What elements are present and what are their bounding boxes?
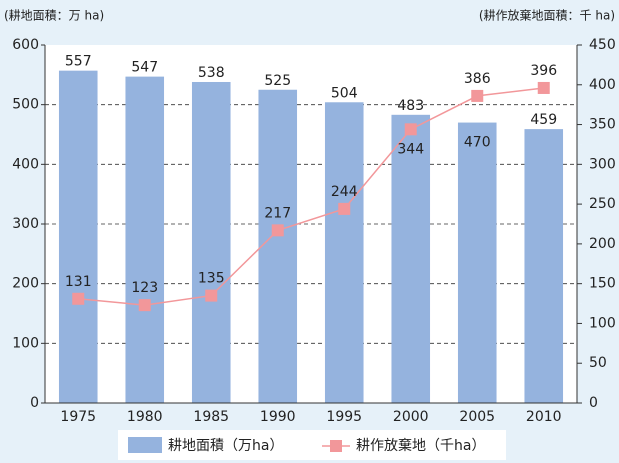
y-tick-label: 100 <box>12 335 39 351</box>
y2-tick-label: 50 <box>589 355 607 371</box>
marker <box>471 89 484 102</box>
y-axis-label: (耕地面積：万 ha) <box>4 8 104 23</box>
x-tick-label: 1990 <box>260 409 296 425</box>
y-tick-label: 200 <box>12 276 39 292</box>
bar-value-label: 483 <box>397 98 424 114</box>
legend-swatch <box>128 437 162 453</box>
y2-axis-label: (耕作放棄地面積：千 ha) <box>479 8 615 23</box>
marker <box>72 292 85 305</box>
y2-tick-label: 0 <box>589 395 598 411</box>
bar-value-label: 504 <box>331 85 358 101</box>
bar <box>125 76 165 403</box>
legend-label: 耕地面積（万ha） <box>168 437 283 454</box>
x-tick-label: 1980 <box>127 409 163 425</box>
y2-tick-label: 450 <box>589 37 616 53</box>
x-tick-label: 1995 <box>326 409 362 425</box>
x-tick-label: 2000 <box>393 409 429 425</box>
line-value-label: 217 <box>264 205 291 221</box>
bar-value-label: 557 <box>65 54 92 70</box>
x-tick-label: 1985 <box>193 409 229 425</box>
bar-value-label: 525 <box>264 73 291 89</box>
marker <box>338 202 351 215</box>
bar-value-label: 470 <box>464 135 491 151</box>
marker <box>138 299 151 312</box>
y2-tick-label: 150 <box>589 276 616 292</box>
bar <box>457 122 497 404</box>
bar <box>391 114 431 403</box>
marker <box>404 123 417 136</box>
bar <box>58 70 98 403</box>
bar-value-label: 547 <box>131 60 158 76</box>
marker <box>271 224 284 237</box>
marker <box>537 81 550 94</box>
y-tick-label: 0 <box>30 395 39 411</box>
bar <box>324 102 364 403</box>
y2-tick-label: 200 <box>589 236 616 252</box>
y2-tick-label: 250 <box>589 196 616 212</box>
y2-tick-label: 300 <box>589 156 616 172</box>
bar-value-label: 459 <box>530 112 557 128</box>
y2-tick-label: 400 <box>589 77 616 93</box>
x-tick-label: 2005 <box>459 409 495 425</box>
legend-label: 耕作放棄地（千ha） <box>356 437 485 454</box>
bar-value-label: 538 <box>198 65 225 81</box>
line-value-label: 396 <box>530 63 557 79</box>
line-value-label: 123 <box>131 280 158 296</box>
line-value-label: 344 <box>397 141 424 157</box>
y-tick-label: 300 <box>12 216 39 232</box>
y2-tick-label: 100 <box>589 315 616 331</box>
legend <box>118 430 506 460</box>
x-tick-label: 2010 <box>526 409 562 425</box>
line-value-label: 135 <box>198 271 225 287</box>
y-tick-label: 600 <box>12 37 39 53</box>
x-tick-label: 1975 <box>60 409 96 425</box>
bar <box>258 89 298 403</box>
line-value-label: 244 <box>331 184 358 200</box>
marker <box>205 289 218 302</box>
bar <box>191 81 231 403</box>
y2-tick-label: 350 <box>589 117 616 133</box>
y-tick-label: 500 <box>12 97 39 113</box>
legend-marker <box>330 440 342 452</box>
line-value-label: 131 <box>65 274 92 290</box>
y-tick-label: 400 <box>12 156 39 172</box>
line-value-label: 386 <box>464 71 491 87</box>
bar <box>524 129 564 403</box>
line <box>78 87 544 306</box>
